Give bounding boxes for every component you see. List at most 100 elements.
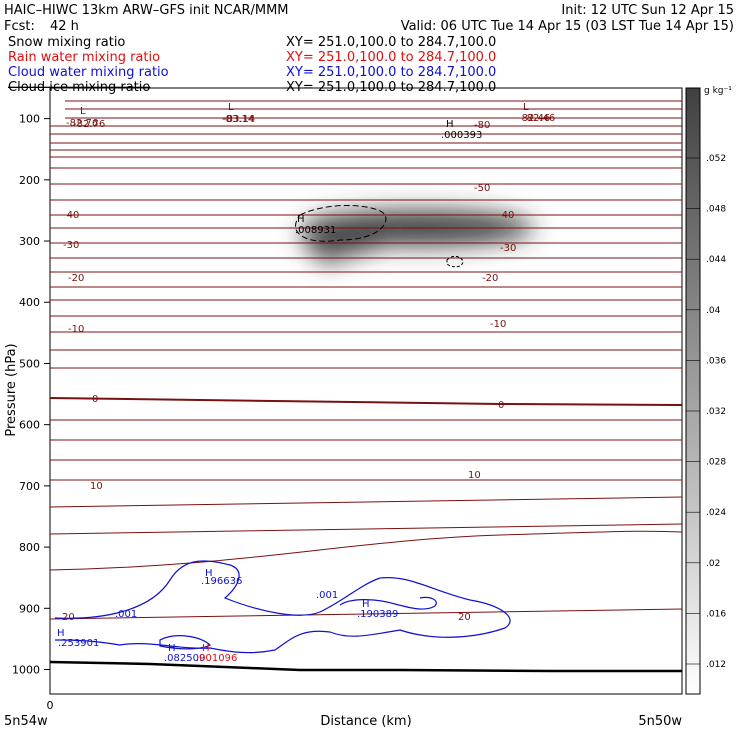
temperature-contours — [49, 100, 683, 620]
extremum-mark: L — [80, 106, 86, 117]
temperature-label: -50 — [474, 183, 490, 194]
extremum-value: -83.14 — [223, 114, 255, 125]
temperature-contour-line — [49, 142, 683, 144]
temperature-label: -82.46 — [523, 113, 555, 124]
temperature-label: -82.76 — [66, 118, 98, 129]
temperature-label: 20 — [458, 612, 471, 623]
cloud-water-label: .001 — [115, 609, 137, 620]
colorbar-tick-label: .02 — [706, 559, 720, 569]
colorbar-tick-label: .048 — [706, 205, 726, 215]
cloud-water-label: .001 — [316, 590, 338, 601]
plot-frame — [49, 87, 683, 695]
extremum-mark: H — [205, 568, 213, 579]
temperature-contour-line — [49, 156, 683, 158]
temperature-label: -30 — [63, 240, 79, 251]
temperature-contour-line — [49, 257, 683, 259]
colorbar-tick-label: .052 — [706, 154, 726, 164]
extremum-mark: H — [202, 643, 210, 654]
temperature-contour-line — [49, 299, 683, 301]
cloud-water-contour — [159, 635, 212, 650]
extremum-mark: H — [297, 214, 305, 225]
temperature-contour-line — [49, 214, 683, 216]
colorbar-tick-label: .028 — [706, 458, 726, 468]
temperature-label: 0 — [92, 394, 98, 405]
cloud-water-contour — [339, 596, 437, 610]
cloud-water-contour — [54, 560, 511, 654]
x-tick-zero: 0 — [47, 699, 54, 712]
colorbar-unit: g kg⁻¹ — [704, 86, 732, 96]
extremum-value: .001096 — [196, 653, 237, 664]
y-tick-label: 400 — [19, 296, 40, 309]
y-tick-label: 1000 — [12, 664, 40, 677]
temperature-contour-line — [49, 419, 683, 421]
extremum-mark: L — [228, 102, 234, 113]
cloud-ice-contour — [295, 205, 387, 242]
temperature-label: -10 — [490, 319, 506, 330]
field-name-2: Cloud water mixing ratio — [8, 65, 169, 80]
extremum-value: .253901 — [58, 638, 99, 649]
temperature-label: -10 — [68, 324, 84, 335]
field-xy-1: XY= 251.0,100.0 to 284.7,100.0 — [286, 50, 496, 65]
y-axis: 100 200 300 400 500 600 700 800 900 1000 — [12, 113, 50, 677]
colorbar-tick-label: .036 — [706, 356, 726, 366]
temperature-label: 20 — [62, 612, 75, 623]
temperature-contour-line — [49, 167, 683, 169]
temperature-label: -80 — [474, 120, 490, 131]
colorbar-tick-label: .016 — [706, 609, 726, 619]
temperature-contour-line — [49, 199, 683, 201]
y-tick-label: 600 — [19, 419, 40, 432]
temperature-contour-line — [49, 315, 683, 317]
field-xy-2: XY= 251.0,100.0 to 284.7,100.0 — [286, 65, 496, 80]
terrain-surface-line — [49, 660, 682, 673]
y-tick-label: 700 — [19, 480, 40, 493]
temperature-label: -40 — [498, 210, 514, 221]
temperature-contour-line — [49, 367, 683, 369]
extremum-value: -82.76 — [73, 119, 105, 130]
colorbar-tick-label: .024 — [706, 508, 726, 518]
temperature-contour-line — [49, 397, 683, 406]
temperature-label: -30 — [500, 243, 516, 254]
temperature-contour-line — [49, 459, 683, 461]
extremum-value: .008931 — [295, 225, 336, 236]
header: HAIC–HIWC 13km ARW–GFS init NCAR/MMM Ini… — [4, 3, 734, 95]
temperature-contour-line — [49, 271, 683, 273]
temperature-contour-line — [49, 183, 683, 185]
y-axis-title: Pressure (hPa) — [4, 343, 19, 436]
colorbar: g kg⁻¹ .052 .048 .044 .04 .036 .032 .028 .024 .0… — [685, 86, 732, 695]
x-axis-title: Distance (km) — [320, 714, 411, 729]
temperature-contour-line — [49, 125, 683, 127]
field-xy-0: XY= 251.0,100.0 to 284.7,100.0 — [286, 35, 496, 50]
temperature-contour-line — [49, 530, 683, 571]
temperature-contour-line — [49, 286, 683, 288]
y-tick-label: 100 — [19, 113, 40, 126]
y-tick-label: 300 — [19, 235, 40, 248]
extremum-value: -82.46 — [518, 113, 550, 124]
colorbar-tick-label: .032 — [706, 407, 726, 417]
temperature-label: 10 — [90, 481, 103, 492]
extremum-value: .082509 — [164, 653, 205, 664]
y-tick-label: 800 — [19, 541, 40, 554]
temperature-contour-line — [49, 331, 683, 333]
temperature-label: -20 — [482, 273, 498, 284]
header-fcst-value: 42 h — [50, 19, 79, 34]
temperature-contour-line — [49, 227, 683, 229]
colorbar-tick-label: .012 — [706, 660, 726, 670]
header-valid: Valid: 06 UTC Tue 14 Apr 15 (03 LST Tue … — [401, 19, 734, 34]
extremum-mark: H — [362, 599, 370, 610]
extremum-mark: H — [446, 119, 454, 130]
temperature-label: 10 — [468, 470, 481, 481]
temperature-label: -40 — [63, 210, 79, 221]
extremum-value: .190389 — [357, 609, 398, 620]
temperature-contour-line — [49, 349, 683, 351]
temperature-label: -83.14 — [222, 114, 254, 125]
header-fcst-label: Fcst: — [4, 19, 35, 34]
field-name-1: Rain water mixing ratio — [8, 50, 160, 65]
y-tick-label: 500 — [19, 357, 40, 370]
extremum-value: .000393 — [441, 130, 482, 141]
header-init: Init: 12 UTC Sun 12 Apr 15 — [561, 3, 734, 18]
temperature-contour-line — [49, 242, 683, 244]
temperature-contour-line — [49, 133, 683, 135]
x-left-label: 5n54w — [4, 714, 48, 729]
colorbar-ramp — [685, 87, 701, 695]
